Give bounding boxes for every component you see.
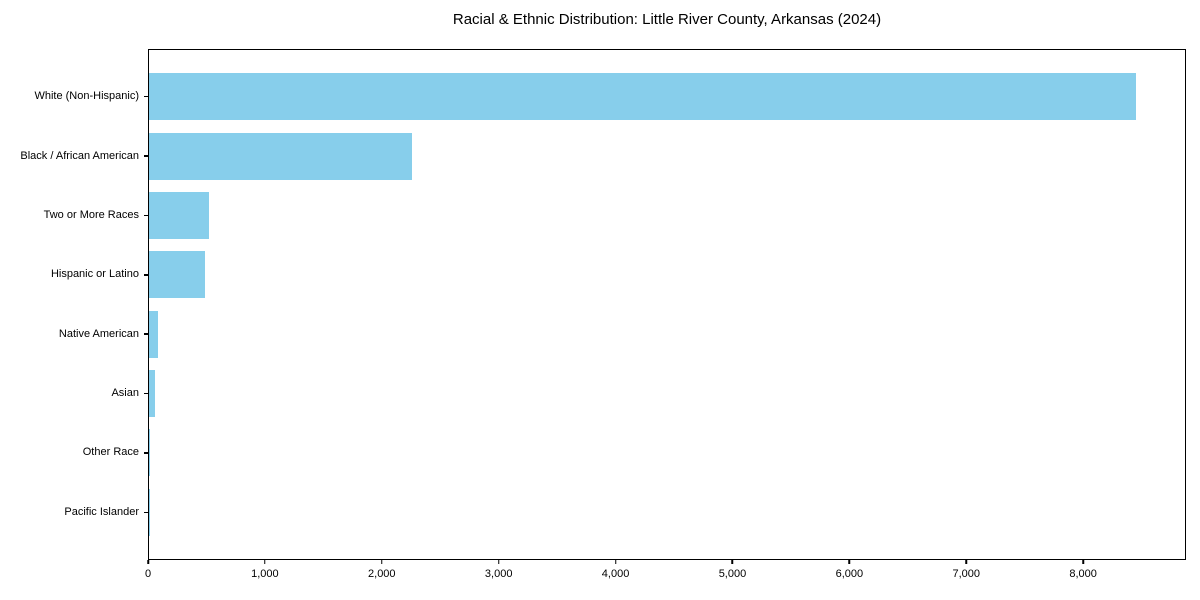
- bar: [149, 429, 151, 477]
- y-tick: [144, 214, 148, 217]
- x-tick: [381, 560, 383, 564]
- bar-row: Two or More Races: [44, 186, 1185, 245]
- y-tick: [144, 452, 148, 454]
- x-tick-label: 1,000: [251, 568, 279, 580]
- bar: [149, 191, 210, 239]
- bar: [149, 310, 158, 358]
- y-tick: [144, 333, 148, 335]
- chart-title: Racial & Ethnic Distribution: Little Riv…: [452, 11, 882, 28]
- category-label: Hispanic or Latino: [50, 268, 139, 281]
- y-tick: [144, 155, 148, 157]
- x-tick-label: 0: [144, 568, 152, 580]
- bar-row: Pacific Islander: [64, 483, 1185, 542]
- category-label: Black / African American: [20, 149, 139, 162]
- category-label: Pacific Islander: [64, 505, 139, 518]
- bar-row: Hispanic or Latino: [51, 245, 1185, 304]
- category-label: White (Non-Hispanic): [34, 90, 139, 103]
- category-label: Two or More Races: [43, 208, 139, 221]
- bar-row: Black / African American: [20, 126, 1185, 185]
- plot-area: White (Non-Hispanic) Black / African Amer…: [20, 49, 1186, 560]
- bar: [149, 251, 205, 299]
- bar: [149, 370, 155, 418]
- x-tick-label: 6,000: [835, 568, 864, 580]
- x-tick-label: 2,000: [368, 568, 396, 580]
- category-label: Asian: [111, 387, 139, 400]
- bar-rows-container: White (Non-Hispanic) Black / African Amer…: [20, 50, 1185, 559]
- y-tick: [144, 95, 148, 98]
- y-tick: [144, 274, 148, 276]
- x-tick: [965, 560, 967, 564]
- x-tick: [1082, 560, 1084, 564]
- x-axis: 0 1,000 2,000 3,000 4,000 5,000 6,000 7,000 8,00…: [144, 560, 1186, 590]
- category-label: Other Race: [82, 446, 139, 459]
- x-tick-label: 5,000: [718, 568, 747, 580]
- bar: [149, 132, 413, 180]
- x-tick: [848, 560, 851, 564]
- x-tick-label: 8,000: [1069, 568, 1097, 580]
- x-tick: [731, 560, 734, 564]
- x-tick: [497, 560, 500, 564]
- y-tick: [144, 392, 148, 395]
- bar-row: Native American: [59, 305, 1185, 364]
- x-tick-label: 3,000: [484, 568, 513, 580]
- y-tick: [144, 511, 148, 514]
- bar: [149, 73, 1136, 121]
- bar-row: Other Race: [83, 423, 1185, 482]
- bar-row: Asian: [111, 364, 1185, 423]
- x-tick-label: 4,000: [601, 568, 630, 580]
- x-tick-label: 7,000: [952, 568, 980, 580]
- x-tick: [614, 560, 617, 564]
- x-tick: [264, 560, 266, 564]
- x-tick: [147, 560, 149, 564]
- bar-row: White (Non-Hispanic): [34, 67, 1185, 126]
- category-label: Native American: [58, 327, 139, 340]
